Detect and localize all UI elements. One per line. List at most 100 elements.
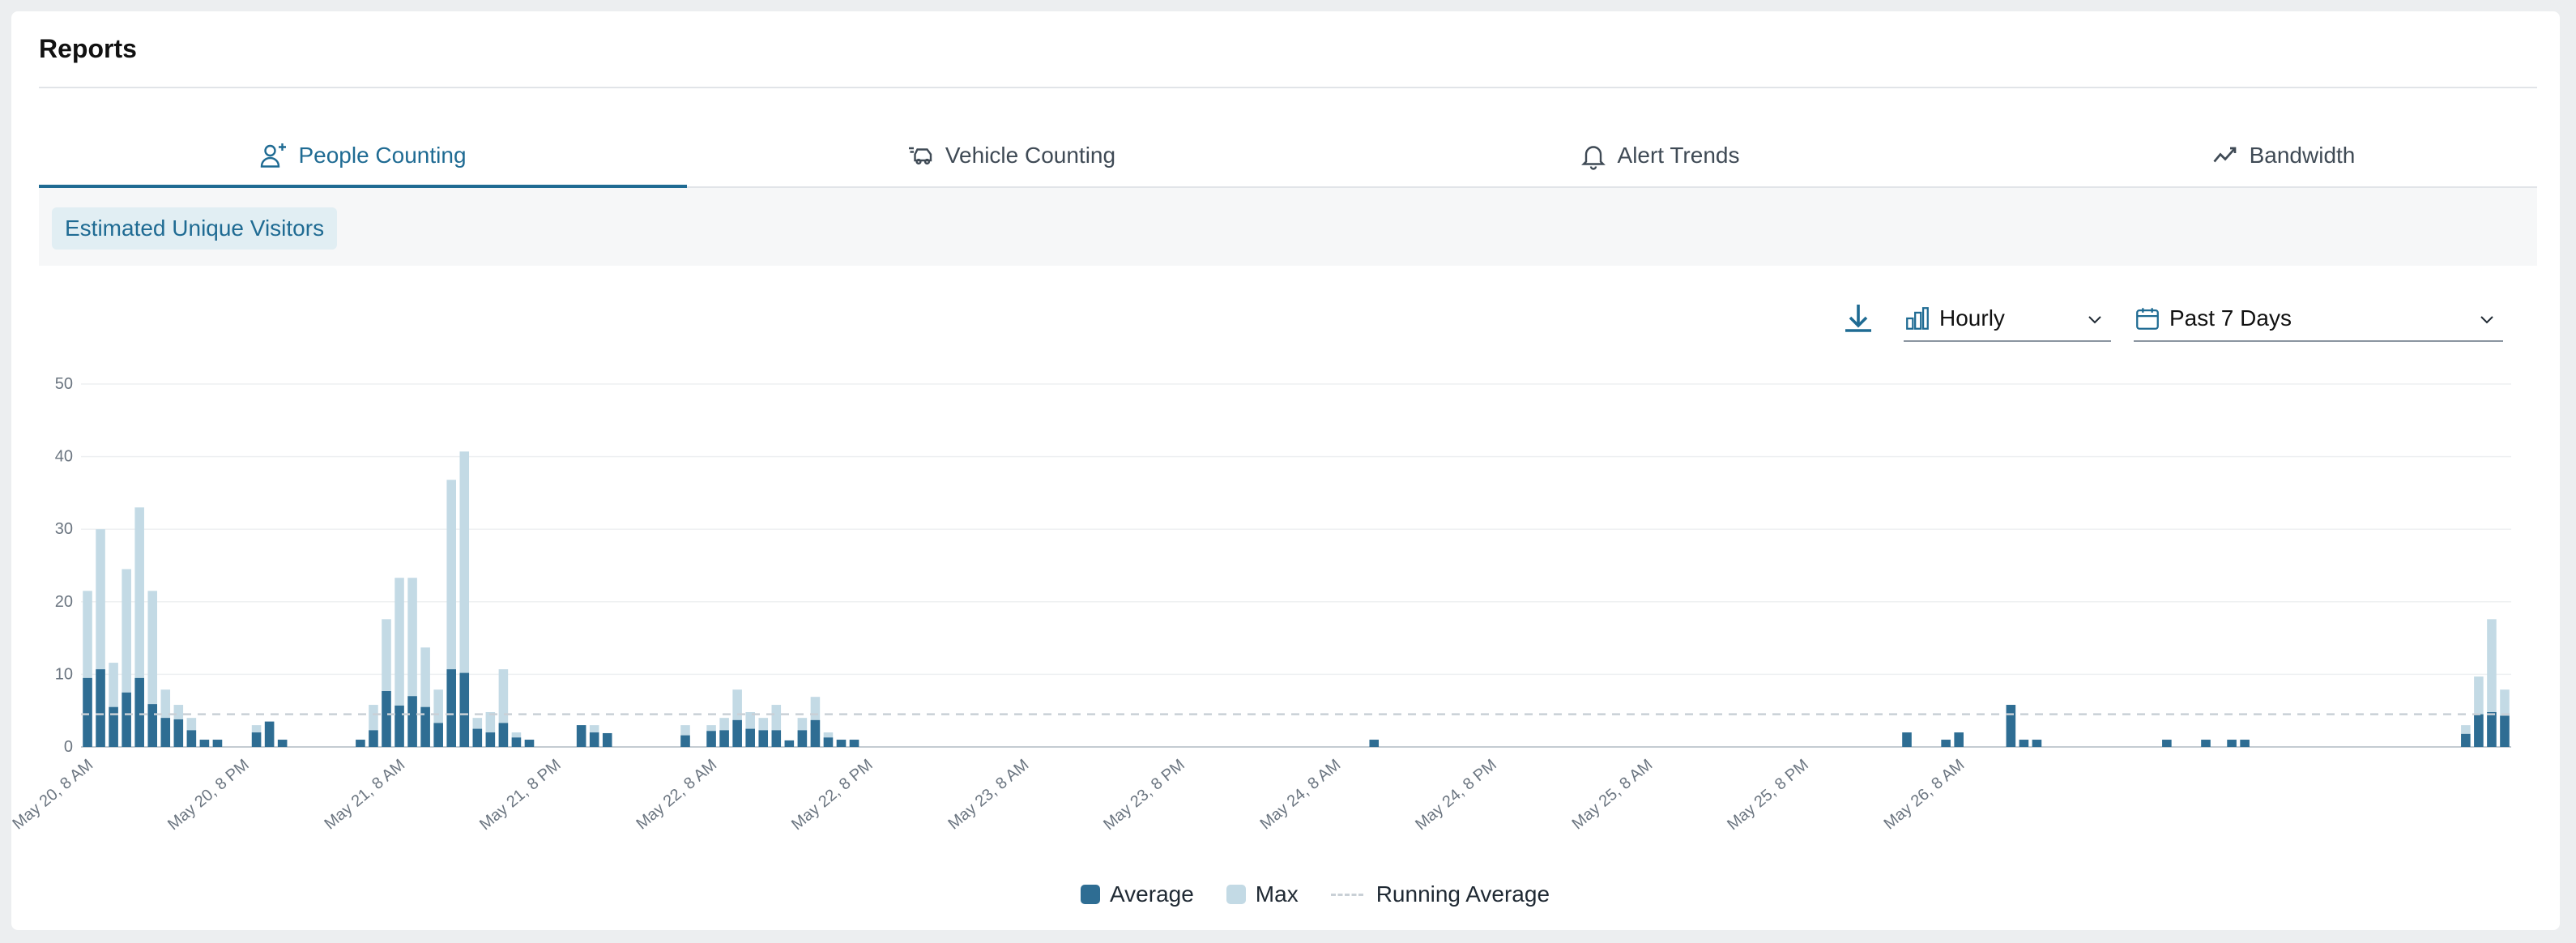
y-tick-label: 50 — [55, 375, 73, 393]
tab-people-counting[interactable]: People Counting — [39, 125, 687, 188]
max-bar — [459, 451, 470, 747]
running-average-swatch — [1330, 893, 1363, 896]
average-bar — [1902, 732, 1912, 747]
average-bar — [83, 677, 92, 747]
average-bar — [2227, 740, 2237, 747]
average-bar — [797, 730, 808, 747]
y-tick-label: 20 — [55, 593, 73, 611]
x-tick-label: May 23, 8 PM — [1100, 756, 1188, 834]
report-tabs: People Counting Vehicle Counting Alert T… — [39, 125, 2537, 188]
x-tick-label: May 20, 8 PM — [164, 756, 253, 834]
average-bar — [589, 732, 599, 747]
average-bar — [823, 737, 834, 747]
download-icon[interactable] — [1839, 300, 1878, 339]
max-bar — [2474, 676, 2484, 747]
max-bar — [109, 663, 118, 747]
average-bar — [446, 669, 456, 747]
average-bar — [511, 737, 522, 747]
average-bar — [810, 719, 821, 747]
tab-label: Bandwidth — [2249, 143, 2356, 168]
average-bar — [96, 669, 105, 747]
subtab-estimated-unique-visitors[interactable]: Estimated Unique Visitors — [52, 207, 338, 250]
reports-card: Reports People Counting Vehicle Counting… — [11, 11, 2560, 930]
x-tick-label: May 24, 8 AM — [1257, 756, 1345, 833]
average-bar — [2240, 740, 2250, 747]
legend-label: Running Average — [1375, 881, 1550, 907]
average-bar — [2201, 740, 2211, 747]
x-tick-label: May 25, 8 AM — [1569, 756, 1657, 833]
average-bar — [524, 740, 535, 747]
y-tick-label: 40 — [55, 448, 73, 466]
chart-legend: Average Max Running Average — [1081, 878, 1582, 911]
average-bar — [849, 740, 859, 747]
max-bar — [147, 591, 158, 747]
legend-running-average[interactable]: Running Average — [1330, 881, 1550, 907]
average-bar — [706, 731, 716, 747]
chart-controls: Hourly Past 7 Days — [11, 297, 2560, 345]
calendar-icon — [2136, 308, 2159, 330]
x-tick-label: May 21, 8 PM — [476, 756, 565, 834]
max-bar — [2487, 619, 2497, 747]
average-bar — [212, 740, 223, 747]
max-bar — [732, 689, 742, 747]
average-bar — [485, 732, 496, 747]
max-bar — [134, 507, 144, 747]
max-bar — [83, 591, 92, 747]
average-bar — [459, 672, 470, 747]
vehicle-icon — [908, 147, 932, 165]
average-bar — [2474, 714, 2484, 747]
max-bar — [369, 705, 378, 747]
tab-label: People Counting — [298, 143, 467, 168]
chevron-down-icon — [2088, 316, 2101, 324]
tab-alert-trends[interactable]: Alert Trends — [1335, 125, 1983, 186]
average-bar — [2019, 740, 2029, 747]
visitors-chart: 0 10 20 30 40 50 May 20, 8 AM May 20, 8 PM May 2… — [11, 375, 2511, 834]
date-range-select[interactable]: Past 7 Days — [2134, 297, 2503, 342]
max-bar — [96, 529, 105, 747]
average-bar — [264, 721, 275, 747]
max-bar — [395, 578, 404, 747]
average-bar — [2006, 705, 2016, 747]
average-bar — [2487, 711, 2497, 747]
tab-vehicle-counting[interactable]: Vehicle Counting — [687, 125, 1335, 186]
average-bar — [784, 740, 795, 747]
max-bar — [498, 669, 509, 747]
average-bar — [186, 730, 197, 747]
x-tick-label: May 21, 8 AM — [321, 756, 408, 833]
y-tick-label: 0 — [64, 738, 73, 756]
average-bar — [109, 706, 118, 747]
x-tick-label: May 22, 8 PM — [788, 756, 876, 834]
max-bar — [420, 647, 430, 747]
x-tick-label: May 23, 8 AM — [945, 756, 1033, 833]
x-tick-label: May 25, 8 PM — [1724, 756, 1812, 834]
x-tick-label: May 26, 8 AM — [1881, 756, 1968, 833]
average-bar — [251, 732, 262, 747]
granularity-select[interactable]: Hourly — [1904, 297, 2111, 342]
y-tick-label: 10 — [55, 665, 73, 683]
average-bar — [369, 730, 378, 747]
average-bar — [472, 728, 483, 747]
legend-average[interactable]: Average — [1081, 881, 1194, 907]
average-bar — [758, 730, 769, 747]
bell-icon — [1580, 146, 1606, 170]
average-bar — [2032, 740, 2042, 747]
max-bar — [122, 569, 131, 747]
average-bar — [277, 740, 288, 747]
max-bar — [382, 619, 391, 747]
average-bar — [433, 723, 443, 747]
average-bar — [1954, 732, 1964, 747]
x-tick-label: May 20, 8 AM — [11, 756, 96, 833]
max-bar — [771, 705, 782, 747]
tab-label: Vehicle Counting — [945, 143, 1116, 168]
page-title: Reports — [39, 34, 137, 63]
average-bar — [160, 718, 171, 747]
date-range-value: Past 7 Days — [2169, 305, 2292, 331]
max-bar — [485, 711, 496, 747]
legend-max[interactable]: Max — [1226, 881, 1299, 907]
tab-bandwidth[interactable]: Bandwidth — [1959, 125, 2576, 186]
average-bar — [2461, 733, 2471, 747]
average-swatch — [1081, 885, 1100, 904]
person-add-icon — [261, 143, 287, 168]
average-bar — [407, 696, 417, 747]
y-tick-label: 30 — [55, 520, 73, 538]
